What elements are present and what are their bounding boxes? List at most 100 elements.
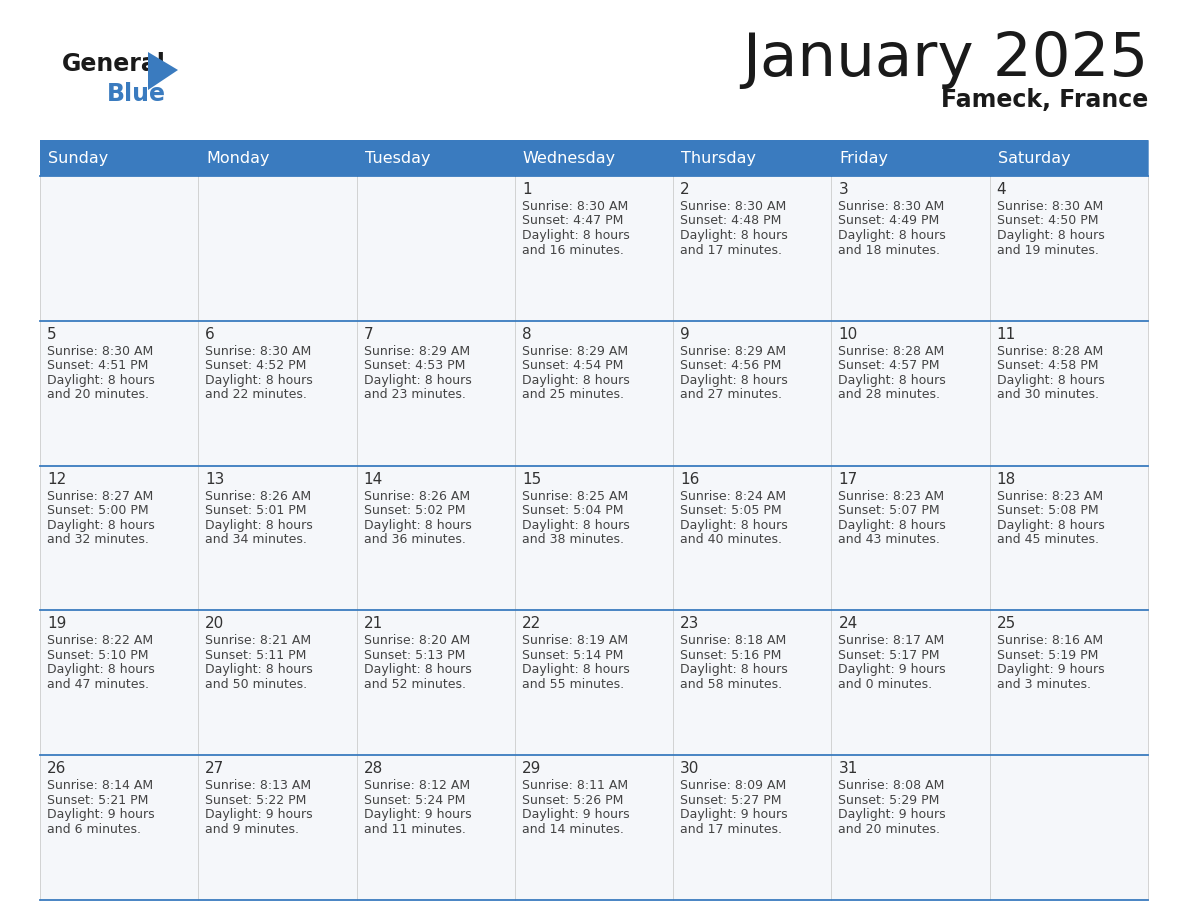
Text: Sunrise: 8:30 AM: Sunrise: 8:30 AM	[681, 200, 786, 213]
Text: and 45 minutes.: and 45 minutes.	[997, 533, 1099, 546]
Text: Daylight: 9 hours: Daylight: 9 hours	[522, 808, 630, 822]
Bar	[674, 610, 832, 756]
Bar	[990, 320, 1148, 465]
Text: and 58 minutes.: and 58 minutes.	[681, 677, 782, 691]
Polygon shape	[148, 52, 178, 90]
Text: and 16 minutes.: and 16 minutes.	[522, 243, 624, 256]
Text: Daylight: 8 hours: Daylight: 8 hours	[364, 664, 472, 677]
Text: Daylight: 9 hours: Daylight: 9 hours	[839, 664, 946, 677]
Text: Sunrise: 8:16 AM: Sunrise: 8:16 AM	[997, 634, 1102, 647]
Bar	[514, 465, 674, 610]
Text: Daylight: 8 hours: Daylight: 8 hours	[364, 374, 472, 386]
Text: 18: 18	[997, 472, 1016, 487]
Text: Daylight: 8 hours: Daylight: 8 hours	[681, 229, 788, 242]
Text: Sunset: 4:57 PM: Sunset: 4:57 PM	[839, 359, 940, 373]
Bar	[356, 320, 514, 465]
Bar	[514, 176, 674, 320]
Text: 31: 31	[839, 761, 858, 777]
Text: Sunrise: 8:27 AM: Sunrise: 8:27 AM	[48, 489, 153, 502]
Text: Sunset: 5:24 PM: Sunset: 5:24 PM	[364, 794, 465, 807]
Text: Daylight: 9 hours: Daylight: 9 hours	[997, 664, 1105, 677]
Text: Daylight: 8 hours: Daylight: 8 hours	[997, 374, 1105, 386]
Text: Sunset: 4:48 PM: Sunset: 4:48 PM	[681, 215, 782, 228]
Text: and 22 minutes.: and 22 minutes.	[206, 388, 308, 401]
Text: Daylight: 9 hours: Daylight: 9 hours	[364, 808, 472, 822]
Text: and 30 minutes.: and 30 minutes.	[997, 388, 1099, 401]
Text: Sunset: 5:08 PM: Sunset: 5:08 PM	[997, 504, 1099, 517]
Text: Daylight: 8 hours: Daylight: 8 hours	[997, 519, 1105, 532]
Text: and 19 minutes.: and 19 minutes.	[997, 243, 1099, 256]
Bar	[198, 756, 356, 900]
Text: 7: 7	[364, 327, 373, 341]
Bar	[674, 176, 832, 320]
Text: General: General	[62, 52, 166, 76]
Text: Daylight: 8 hours: Daylight: 8 hours	[48, 374, 154, 386]
Text: Sunrise: 8:20 AM: Sunrise: 8:20 AM	[364, 634, 469, 647]
Text: Sunrise: 8:29 AM: Sunrise: 8:29 AM	[681, 345, 786, 358]
Bar	[356, 756, 514, 900]
Text: 15: 15	[522, 472, 541, 487]
Bar	[198, 465, 356, 610]
Text: 22: 22	[522, 616, 541, 632]
Text: Sunrise: 8:12 AM: Sunrise: 8:12 AM	[364, 779, 469, 792]
Text: Sunrise: 8:30 AM: Sunrise: 8:30 AM	[839, 200, 944, 213]
Bar	[514, 320, 674, 465]
Text: Sunset: 5:10 PM: Sunset: 5:10 PM	[48, 649, 148, 662]
Text: Sunset: 5:19 PM: Sunset: 5:19 PM	[997, 649, 1098, 662]
Bar	[990, 176, 1148, 320]
Text: Sunset: 4:52 PM: Sunset: 4:52 PM	[206, 359, 307, 373]
Text: and 52 minutes.: and 52 minutes.	[364, 677, 466, 691]
Text: and 11 minutes.: and 11 minutes.	[364, 823, 466, 835]
Text: Daylight: 8 hours: Daylight: 8 hours	[206, 664, 312, 677]
Bar	[198, 610, 356, 756]
Bar	[40, 756, 198, 900]
Bar	[40, 320, 198, 465]
Text: 16: 16	[681, 472, 700, 487]
Text: Sunset: 5:14 PM: Sunset: 5:14 PM	[522, 649, 624, 662]
Text: Sunset: 4:50 PM: Sunset: 4:50 PM	[997, 215, 1098, 228]
Text: Saturday: Saturday	[998, 151, 1070, 165]
Text: Sunrise: 8:30 AM: Sunrise: 8:30 AM	[522, 200, 628, 213]
Text: Daylight: 8 hours: Daylight: 8 hours	[681, 374, 788, 386]
Text: Sunset: 5:04 PM: Sunset: 5:04 PM	[522, 504, 624, 517]
Text: Sunrise: 8:23 AM: Sunrise: 8:23 AM	[997, 489, 1102, 502]
Text: Sunset: 4:53 PM: Sunset: 4:53 PM	[364, 359, 465, 373]
Bar	[674, 756, 832, 900]
Text: Wednesday: Wednesday	[523, 151, 617, 165]
Text: Monday: Monday	[207, 151, 270, 165]
Text: 8: 8	[522, 327, 531, 341]
Text: 29: 29	[522, 761, 542, 777]
Text: and 3 minutes.: and 3 minutes.	[997, 677, 1091, 691]
Bar	[356, 610, 514, 756]
Text: Daylight: 8 hours: Daylight: 8 hours	[839, 374, 946, 386]
Text: Sunset: 5:21 PM: Sunset: 5:21 PM	[48, 794, 148, 807]
Text: Daylight: 8 hours: Daylight: 8 hours	[681, 664, 788, 677]
Text: Sunset: 5:00 PM: Sunset: 5:00 PM	[48, 504, 148, 517]
Text: Sunrise: 8:26 AM: Sunrise: 8:26 AM	[364, 489, 469, 502]
Bar	[990, 610, 1148, 756]
Text: Sunset: 5:05 PM: Sunset: 5:05 PM	[681, 504, 782, 517]
Text: Tuesday: Tuesday	[365, 151, 430, 165]
Text: Sunrise: 8:23 AM: Sunrise: 8:23 AM	[839, 489, 944, 502]
Bar	[40, 610, 198, 756]
Text: Sunset: 5:13 PM: Sunset: 5:13 PM	[364, 649, 465, 662]
Text: 3: 3	[839, 182, 848, 197]
Text: and 50 minutes.: and 50 minutes.	[206, 677, 308, 691]
Text: 23: 23	[681, 616, 700, 632]
Bar	[674, 140, 832, 176]
Bar	[356, 176, 514, 320]
Text: Sunset: 5:01 PM: Sunset: 5:01 PM	[206, 504, 307, 517]
Text: Sunset: 5:02 PM: Sunset: 5:02 PM	[364, 504, 465, 517]
Text: 5: 5	[48, 327, 57, 341]
Bar	[674, 465, 832, 610]
Text: Daylight: 8 hours: Daylight: 8 hours	[522, 374, 630, 386]
Text: Daylight: 9 hours: Daylight: 9 hours	[206, 808, 312, 822]
Text: Sunrise: 8:28 AM: Sunrise: 8:28 AM	[997, 345, 1102, 358]
Text: and 28 minutes.: and 28 minutes.	[839, 388, 941, 401]
Text: Sunrise: 8:18 AM: Sunrise: 8:18 AM	[681, 634, 786, 647]
Text: and 6 minutes.: and 6 minutes.	[48, 823, 141, 835]
Text: 10: 10	[839, 327, 858, 341]
Text: Sunset: 4:56 PM: Sunset: 4:56 PM	[681, 359, 782, 373]
Text: Sunrise: 8:09 AM: Sunrise: 8:09 AM	[681, 779, 786, 792]
Text: 1: 1	[522, 182, 531, 197]
